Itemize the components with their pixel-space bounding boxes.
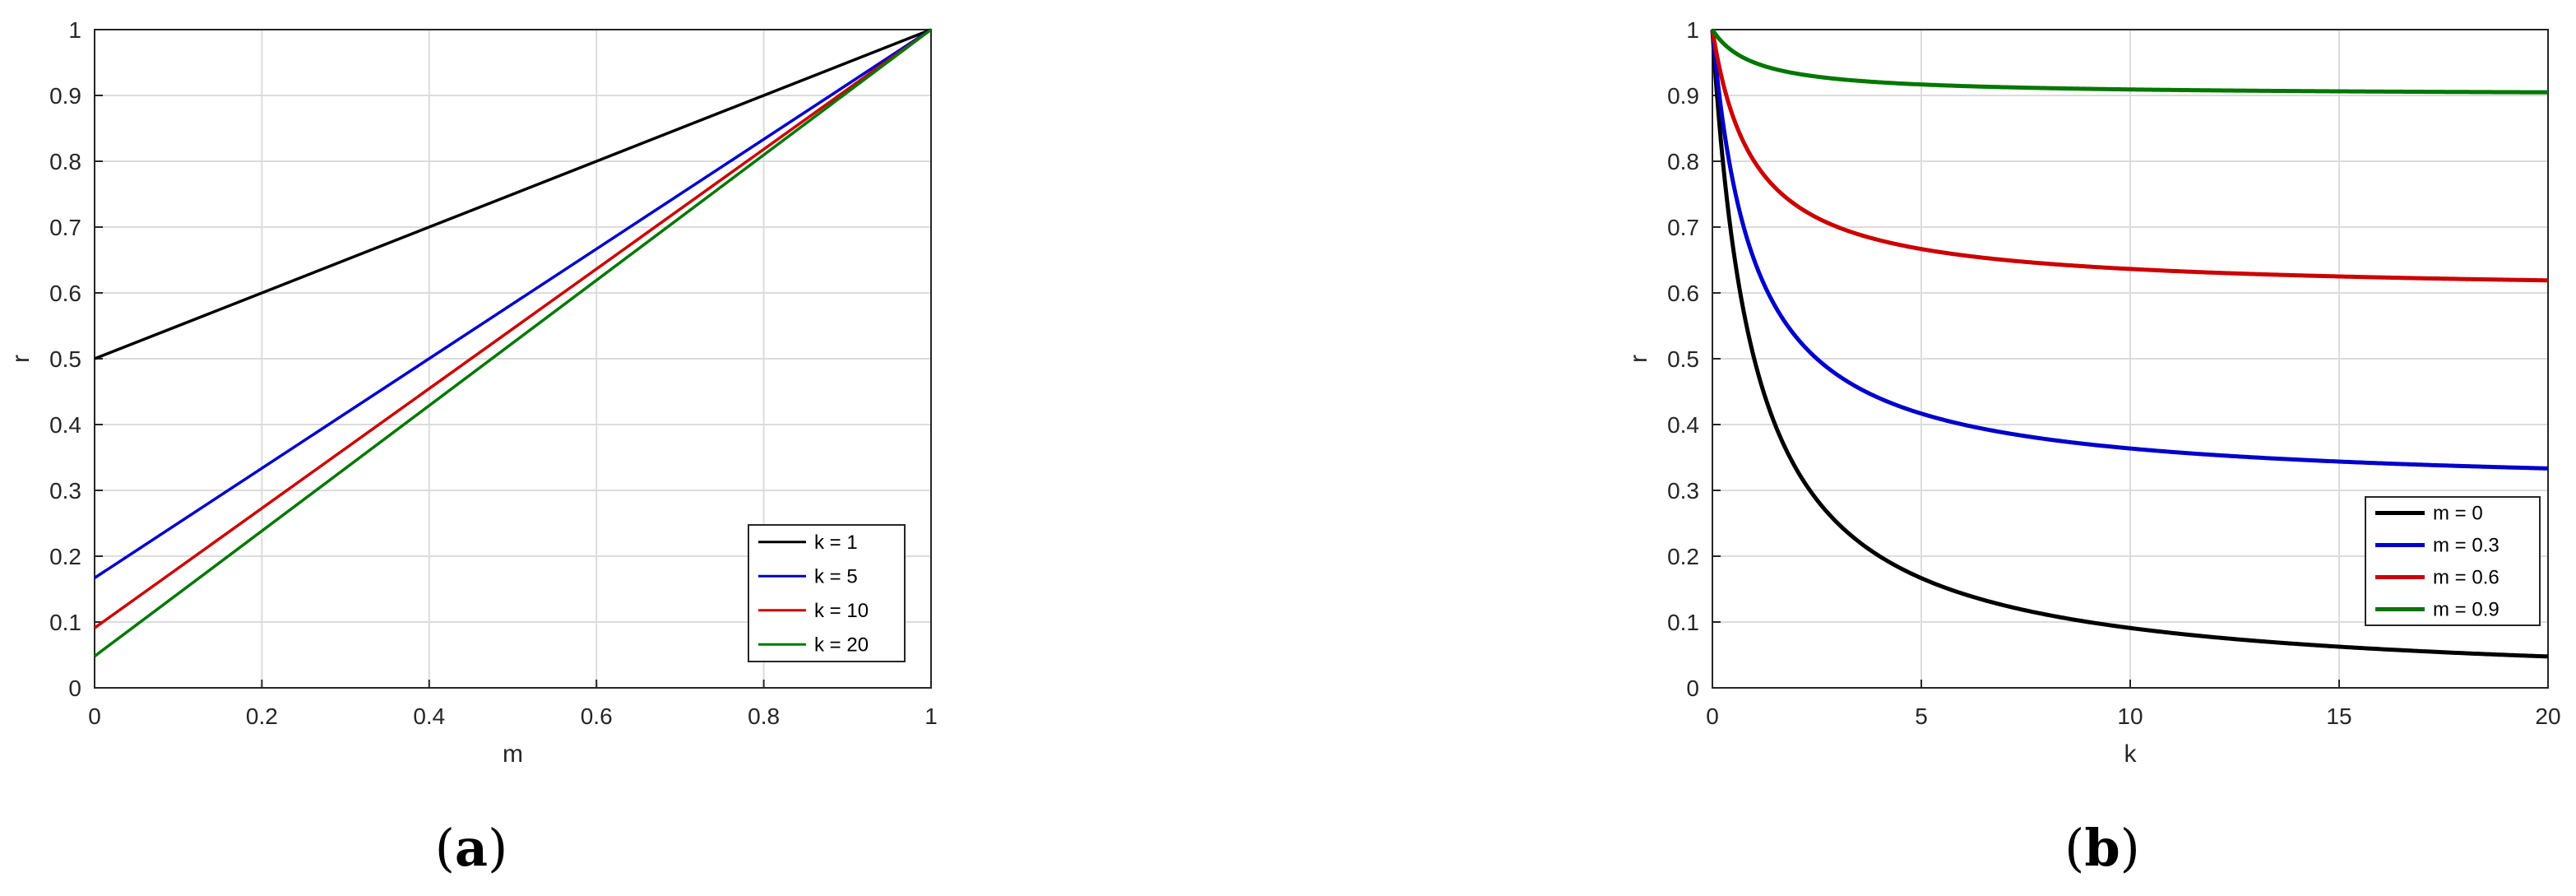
x-tick-label: 1	[924, 703, 938, 729]
y-tick-label: 0.9	[49, 83, 81, 109]
panel-b: 0 5 10 15 20 0 0.1 0.2 0.3 0.4 0.5 0.6 0.7 0.8 0.9 1 k r m…	[1625, 17, 2561, 878]
y-tick-label: 0.4	[1667, 412, 1699, 438]
x-axis: 0 0.2 0.4 0.6 0.8 1	[88, 680, 938, 729]
y-tick-label: 0.2	[49, 544, 81, 569]
x-tick-label: 0.4	[413, 703, 445, 729]
panel-caption: (a)	[435, 818, 508, 878]
y-tick-label: 1	[1686, 17, 1699, 43]
legend-label: k = 5	[814, 565, 858, 587]
y-axis-label: r	[1625, 355, 1652, 363]
series-line-1	[94, 28, 932, 360]
series-line-2	[94, 28, 932, 579]
x-tick-label: 5	[1915, 703, 1928, 729]
y-tick-label: 0.7	[1667, 215, 1699, 240]
y-tick-label: 0.7	[49, 215, 81, 240]
x-axis-label: k	[2124, 740, 2138, 768]
y-tick-label: 0.1	[49, 610, 81, 635]
y-tick-label: 0.9	[1667, 83, 1699, 109]
x-tick-label: 0.2	[246, 703, 278, 729]
y-tick-label: 1	[68, 17, 81, 43]
y-tick-label: 0.3	[1667, 478, 1699, 504]
series-line-4	[93, 28, 933, 658]
y-tick-label: 0	[68, 675, 81, 701]
y-tick-label: 0.5	[1667, 346, 1699, 372]
legend-box	[748, 524, 906, 662]
series-group	[1710, 28, 2549, 659]
series-line-3	[1710, 29, 2549, 283]
x-tick-label: 20	[2535, 703, 2560, 729]
legend-label: m = 0.3	[2433, 535, 2500, 557]
y-tick-label: 0.1	[1667, 610, 1699, 635]
y-tick-label: 0	[1686, 675, 1699, 701]
legend-label: k = 20	[814, 634, 869, 656]
legend-box	[2365, 496, 2541, 626]
y-axis: 0 0.1 0.2 0.3 0.4 0.5 0.6 0.7 0.8 0.9 1	[49, 17, 103, 701]
series-line-3	[93, 28, 933, 629]
y-tick-label: 0.2	[1667, 544, 1699, 569]
y-axis-label: r	[7, 355, 35, 363]
legend-label: m = 0.6	[2433, 567, 2500, 589]
legend-label: k = 10	[814, 600, 869, 622]
y-tick-label: 0.6	[49, 281, 81, 306]
series-group	[93, 28, 933, 658]
legend: m = 0 m = 0.3 m = 0.6 m = 0.9	[2365, 496, 2541, 626]
x-axis-label: m	[503, 740, 523, 768]
y-tick-label: 0.6	[1667, 281, 1699, 306]
x-tick-label: 0	[1706, 703, 1719, 729]
legend-label: k = 1	[814, 532, 858, 554]
y-tick-label: 0.8	[49, 149, 81, 174]
x-axis: 0 5 10 15 20	[1706, 680, 2561, 729]
series-line-4	[1710, 28, 2549, 95]
y-axis: 0 0.1 0.2 0.3 0.4 0.5 0.6 0.7 0.8 0.9 1	[1667, 17, 1721, 701]
series-line-1	[1710, 29, 2549, 659]
x-tick-label: 10	[2117, 703, 2143, 729]
panel-caption: (b)	[2064, 818, 2140, 878]
x-tick-label: 0.8	[748, 703, 780, 729]
y-tick-label: 0.5	[49, 346, 81, 372]
y-tick-label: 0.8	[1667, 149, 1699, 174]
x-tick-label: 0	[88, 703, 101, 729]
panel-a: 0 0.2 0.4 0.6 0.8 100.10.20.30.40.50.60.70.80…	[7, 17, 938, 878]
x-tick-label: 15	[2326, 703, 2351, 729]
y-tick-label: 0.3	[49, 478, 81, 504]
legend-label: m = 0	[2433, 503, 2483, 525]
legend: k = 1 k = 5 k = 10 k = 20	[748, 524, 906, 662]
y-tick-label: 0.4	[49, 412, 81, 438]
series-line-2	[1710, 29, 2549, 471]
x-tick-label: 0.6	[581, 703, 613, 729]
legend-label: m = 0.9	[2433, 599, 2500, 621]
